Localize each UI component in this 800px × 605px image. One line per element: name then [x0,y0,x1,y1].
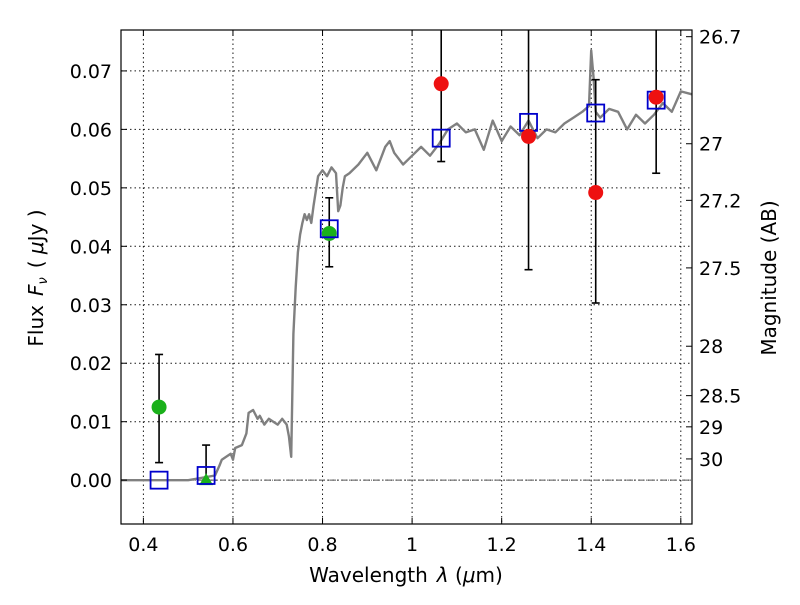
y-tick-label: 0.02 [70,353,112,375]
magnitude-tick-label: 28.5 [699,386,741,408]
x-tick-label: 0.8 [307,534,337,556]
nir-data-point [588,185,604,201]
plot-frame [120,29,693,525]
sed-model-curve [121,49,693,482]
y-tick-label: 0.07 [70,61,112,83]
x-axis-label: Wavelength λ (μm) [309,563,503,587]
y-tick-label: 0.06 [70,119,112,141]
magnitude-tick-label: 28 [699,336,723,358]
magnitude-tick-label: 26.7 [699,27,741,49]
x-tick-label: 1 [406,534,418,556]
x-tick-label: 1.4 [576,534,606,556]
nir-data-point [433,76,449,92]
model-photometry-point [319,219,339,239]
magnitude-tick-label: 29 [699,417,723,439]
y-tick-label: 0.05 [70,178,112,200]
model-photometry-point [586,103,606,123]
nir-data-point [521,128,537,144]
optical-upper-limit-point [199,473,214,486]
optical-data-point [151,399,167,415]
magnitude-tick-label: 27 [699,134,723,156]
magnitude-tick-label: 27.5 [699,258,741,280]
magnitude-tick-label: 27.2 [699,190,741,212]
grid-lines [121,30,692,524]
x-tick-label: 1.2 [487,534,517,556]
x-tick-label: 0.6 [218,534,248,556]
y-tick-label: 0.04 [70,236,112,258]
magnitude-axis-label: Magnitude (AB) [757,200,781,355]
magnitude-tick-label: 30 [699,449,723,471]
plot-area [121,30,693,490]
y-axis-label: FluxFν( μJy ) [24,209,51,346]
nir-data-point [648,89,664,105]
y-tick-label: 0.01 [70,412,112,434]
model-photometry-point [149,470,169,490]
y-tick-label: 0.00 [70,470,112,492]
y-tick-label: 0.03 [70,295,112,317]
optical-data-point [321,225,337,241]
model-photometry-point [196,466,216,485]
axes: 0.4 0.6 0.8 1 1.2 1.4 1.6 0.00 0.01 0.02 0.03 0.04 0… [70,27,742,556]
model-photometry-point [431,128,451,148]
x-tick-label: 1.6 [666,534,696,556]
x-tick-label: 0.4 [128,534,158,556]
